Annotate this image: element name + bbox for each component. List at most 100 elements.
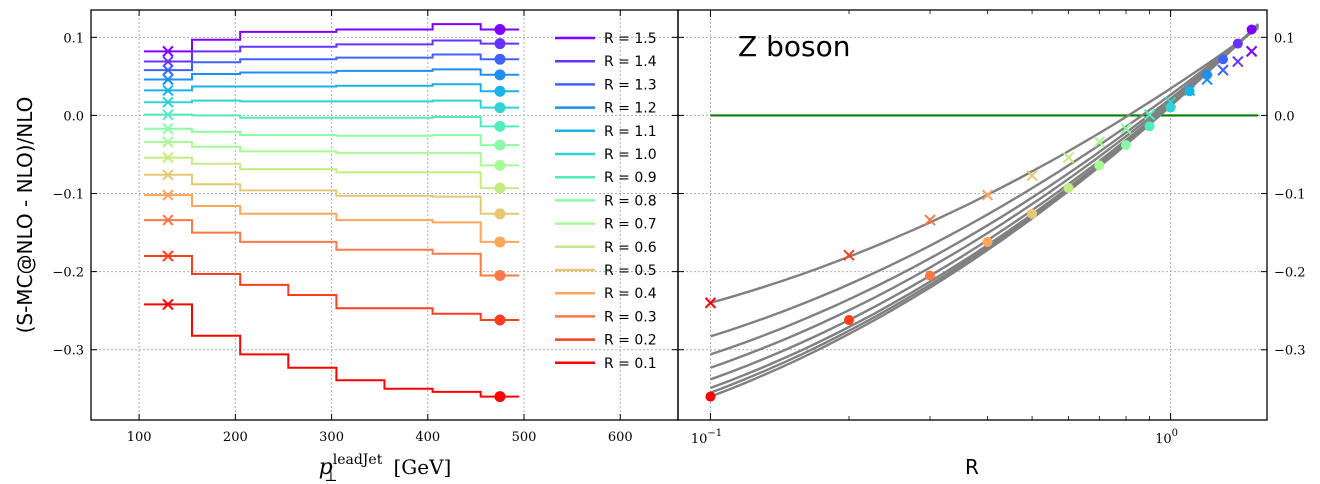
right-ytick-label: −0.1 bbox=[1274, 188, 1306, 203]
step-series-0 bbox=[143, 23, 520, 53]
left-cross-marker-2-b bbox=[162, 64, 174, 76]
left-cross-marker-13 bbox=[162, 250, 174, 262]
legend-label-0: R = 1.5 bbox=[604, 31, 657, 47]
left-dot-marker-1 bbox=[494, 38, 506, 50]
left-cross-marker-4-b bbox=[162, 84, 174, 97]
right-cross-marker-5 bbox=[1062, 151, 1075, 164]
left-dot-marker-11 bbox=[494, 236, 506, 248]
left-xtick-label: 300 bbox=[319, 430, 344, 445]
right-ytick-label: 0.1 bbox=[1274, 31, 1295, 46]
legend-label-13: R = 0.2 bbox=[604, 333, 657, 349]
left-cross-marker-9 bbox=[162, 151, 174, 164]
left-cross-marker-0 bbox=[162, 45, 174, 58]
legend-label-10: R = 0.5 bbox=[604, 263, 657, 279]
right-xtick-label: 100 bbox=[1155, 428, 1178, 447]
left-cross-marker-3-b bbox=[162, 73, 174, 86]
right-dot-marker-13 bbox=[1232, 38, 1243, 49]
left-ticks: 100 200 300 400 500 600 0.1 0.0 −0.1 −0.2 −0.3 bbox=[52, 10, 678, 445]
right-xtick-exp: 0 bbox=[1172, 428, 1178, 439]
left-dot-marker-13 bbox=[494, 314, 506, 326]
right-dot-marker-2 bbox=[925, 270, 936, 281]
legend-label-4: R = 1.1 bbox=[604, 124, 657, 140]
left-cross-marker-8 bbox=[162, 136, 174, 148]
left-dot-marker-3 bbox=[494, 69, 506, 81]
right-cross-marker-0-b bbox=[704, 297, 717, 309]
right-cross-marker-0 bbox=[704, 297, 717, 309]
left-cross-marker-12 bbox=[162, 214, 174, 226]
legend-label-12: R = 0.3 bbox=[604, 309, 657, 325]
x-axis-title-unit: [GeV] bbox=[394, 455, 452, 479]
legend-label-7: R = 0.8 bbox=[604, 193, 657, 209]
step-series-3 bbox=[143, 68, 520, 81]
left-dot-marker-2 bbox=[494, 53, 506, 65]
right-dot-marker-9 bbox=[1165, 102, 1176, 113]
x-axis-title-sub: ⊥ bbox=[324, 469, 337, 484]
right-ytick-label: −0.2 bbox=[1274, 266, 1306, 281]
right-plot-frame bbox=[677, 9, 1268, 421]
fit-line-2 bbox=[710, 25, 1259, 356]
left-step-series bbox=[143, 23, 520, 398]
left-cross-marker-1 bbox=[162, 55, 174, 68]
step-series-5 bbox=[143, 99, 520, 109]
right-cross-marker-4 bbox=[1026, 169, 1038, 182]
step-series-13 bbox=[143, 255, 520, 321]
left-cross-marker-14 bbox=[162, 298, 174, 311]
right-cross-marker-2 bbox=[924, 214, 936, 226]
x-axis-title-right: R bbox=[965, 455, 979, 479]
left-cross-marker-1-b bbox=[162, 55, 174, 68]
left-ytick-label: −0.3 bbox=[52, 344, 84, 359]
left-xtick-label: 600 bbox=[608, 430, 633, 445]
right-cross-marker-5-b bbox=[1062, 151, 1075, 164]
legend-label-9: R = 0.6 bbox=[604, 240, 657, 256]
right-cross-marker-3 bbox=[981, 189, 994, 201]
left-cross-marker-3 bbox=[162, 73, 174, 86]
left-xtick-label: 200 bbox=[223, 430, 248, 445]
right-cross-marker-12-b bbox=[1217, 64, 1229, 76]
annotation-z-boson: Z boson bbox=[738, 30, 850, 63]
right-cross-marker-4-b bbox=[1026, 169, 1038, 182]
step-series-1 bbox=[143, 39, 520, 63]
y-axis-title: (S-MC@NLO - NLO)/NLO bbox=[13, 97, 37, 334]
left-panel: R = 1.5 R = 1.4 R = 1.3 R = 1.2 R = 1.1 R = 1… bbox=[13, 9, 679, 484]
left-dot-marker-12 bbox=[494, 270, 506, 282]
legend: R = 1.5 R = 1.4 R = 1.3 R = 1.2 R = 1.1 R = 1… bbox=[555, 31, 657, 372]
left-dot-marker-4 bbox=[494, 85, 506, 97]
legend-label-5: R = 1.0 bbox=[604, 147, 657, 163]
right-cross-marker-6 bbox=[1093, 136, 1106, 148]
x-axis-title-sup: leadJet bbox=[333, 452, 383, 468]
x-axis-title-left: pleadJet ⊥ [GeV] bbox=[319, 452, 452, 484]
right-dot-marker-14 bbox=[1246, 24, 1257, 35]
step-series-4 bbox=[143, 83, 520, 93]
right-cross-marker-1 bbox=[843, 249, 855, 261]
left-cross-marker-4 bbox=[162, 84, 174, 97]
left-dot-marker-9 bbox=[494, 182, 506, 194]
right-ytick-label: 0.0 bbox=[1274, 109, 1295, 124]
left-ytick-label: 0.1 bbox=[63, 31, 84, 46]
left-dot-marker-0 bbox=[494, 24, 506, 36]
left-dot-marker-5 bbox=[494, 102, 506, 114]
right-dot-marker-10 bbox=[1184, 86, 1195, 97]
step-series-10 bbox=[143, 173, 520, 215]
left-dot-marker-10 bbox=[494, 208, 506, 220]
left-dot-marker-6 bbox=[494, 120, 506, 132]
left-dot-marker-8 bbox=[494, 159, 506, 171]
right-dot-marker-6 bbox=[1094, 160, 1105, 171]
left-ytick-label: −0.1 bbox=[52, 188, 84, 203]
step-series-8 bbox=[143, 141, 520, 167]
left-xtick-label: 100 bbox=[127, 430, 152, 445]
right-cross-marker-13-b bbox=[1232, 55, 1244, 68]
legend-label-14: R = 0.1 bbox=[604, 356, 657, 372]
right-dot-marker-0 bbox=[705, 391, 716, 402]
left-dot-marker-7 bbox=[494, 139, 506, 151]
left-cross-marker-6 bbox=[162, 108, 174, 121]
step-series-7 bbox=[143, 127, 520, 147]
right-cross-marker-14-b bbox=[1245, 45, 1258, 58]
left-cross-marker-6-b bbox=[162, 108, 174, 121]
right-xtick-exp: −1 bbox=[707, 428, 722, 439]
right-markers bbox=[704, 24, 1258, 402]
left-cross-marker-9-b bbox=[162, 151, 174, 164]
left-cross-marker-11-b bbox=[162, 189, 174, 201]
right-dot-marker-3 bbox=[982, 236, 993, 247]
right-xtick-base: 10 bbox=[691, 432, 708, 447]
